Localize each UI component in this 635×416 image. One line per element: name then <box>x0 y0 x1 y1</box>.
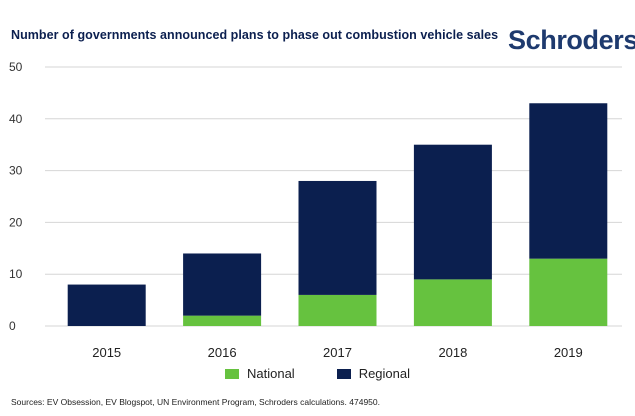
source-note: Sources: EV Obsession, EV Blogspot, UN E… <box>11 397 380 407</box>
legend-label-regional: Regional <box>358 366 411 381</box>
bar-regional-2018 <box>413 144 492 280</box>
bar-regional-2016 <box>183 253 262 316</box>
legend: National Regional <box>0 366 635 381</box>
legend-label-national: National <box>246 366 295 381</box>
legend-item-regional: Regional <box>336 366 411 381</box>
bar-regional-2019 <box>529 103 608 259</box>
y-tick-label-40: 40 <box>9 112 23 126</box>
bar-national-2017 <box>298 294 377 326</box>
x-tick-label-2019: 2019 <box>554 345 583 360</box>
legend-item-national: National <box>224 366 295 381</box>
bar-national-2016 <box>183 315 262 326</box>
legend-swatch-national <box>224 368 239 379</box>
y-tick-label-10: 10 <box>9 267 23 281</box>
bar-regional-2017 <box>298 180 377 295</box>
y-tick-label-30: 30 <box>9 164 23 178</box>
bar-national-2018 <box>413 279 492 326</box>
x-tick-label-2015: 2015 <box>92 345 121 360</box>
bar-regional-2015 <box>67 284 146 326</box>
y-tick-label-0: 0 <box>9 319 16 333</box>
chart-title: Number of governments announced plans to… <box>11 28 499 42</box>
y-tick-label-50: 50 <box>9 60 23 74</box>
y-tick-label-20: 20 <box>9 215 23 229</box>
x-tick-label-2017: 2017 <box>323 345 352 360</box>
x-tick-label-2016: 2016 <box>208 345 237 360</box>
brand-logo: Schroders <box>508 25 635 55</box>
legend-swatch-regional <box>336 368 351 379</box>
x-tick-label-2018: 2018 <box>438 345 467 360</box>
bar-national-2019 <box>529 258 608 326</box>
